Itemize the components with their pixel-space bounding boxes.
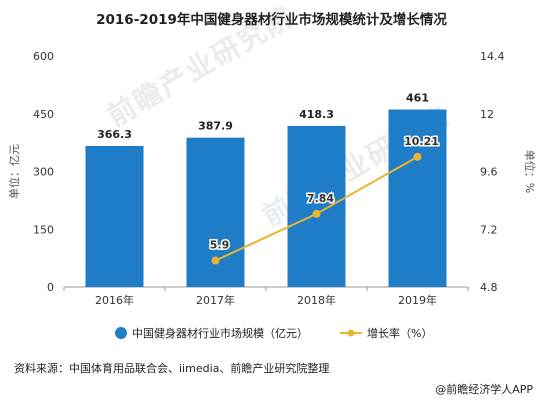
x-tick-label: 2018年: [297, 293, 336, 307]
y-right-tick-label: 7.2: [480, 223, 498, 236]
source-note: 资料来源：中国体育用品联合会、iimedia、前瞻产业研究院整理: [14, 362, 330, 375]
y-right-tick-label: 9.6: [480, 166, 498, 179]
bar-data-label: 366.3: [97, 128, 132, 141]
y-left-tick-label: 150: [33, 223, 54, 236]
x-tick-label: 2017年: [196, 293, 235, 307]
growth-label-halo: 7.84: [307, 192, 334, 205]
growth-label-halo: 5.9: [210, 239, 230, 252]
bar: [186, 137, 245, 287]
bar: [85, 145, 144, 287]
y-left-tick-label: 450: [33, 108, 54, 121]
legend-bar-label: 中国健身器材行业市场规模（亿元）: [132, 326, 308, 340]
y-left-tick-label: 600: [33, 50, 54, 63]
y-left-tick-label: 300: [33, 166, 54, 179]
chart-area: 0 150 300 450 600 4.8 7.2 9.6 12 14.4 单位：亿元 单位：% 201…: [7, 50, 537, 340]
growth-data-label: 10.21: [404, 135, 439, 148]
y-right-tick-label: 4.8: [480, 281, 498, 294]
bar: [287, 125, 346, 287]
growth-data-label: 5.9: [210, 239, 230, 252]
bar-data-label: 387.9: [198, 120, 233, 133]
bar: [388, 109, 447, 287]
y-left-tick-label: 0: [47, 281, 54, 294]
bar-data-label: 418.3: [299, 108, 334, 121]
legend-line-dot: [347, 329, 355, 337]
growth-data-label: 7.84: [307, 192, 334, 205]
x-tick-label: 2016年: [95, 293, 134, 307]
growth-point: [312, 209, 321, 218]
y-left-axis-title: 单位：亿元: [7, 144, 21, 199]
legend-line-label: 增长率（%）: [367, 326, 432, 340]
y-right-tick-label: 12: [480, 108, 494, 121]
y-right-tick-label: 14.4: [480, 50, 505, 63]
chart-title: 2016-2019年中国健身器材行业市场规模统计及增长情况: [96, 12, 447, 28]
growth-point: [413, 152, 422, 161]
y-right-axis-title: 单位：%: [523, 150, 537, 193]
legend-bar-marker: [115, 327, 127, 339]
growth-point: [211, 256, 220, 265]
growth-label-halo: 10.21: [404, 135, 439, 148]
bar-data-label: 461: [406, 92, 429, 105]
brand-credit: @前瞻经济学人APP: [435, 383, 533, 396]
x-tick-label: 2019年: [398, 293, 437, 307]
